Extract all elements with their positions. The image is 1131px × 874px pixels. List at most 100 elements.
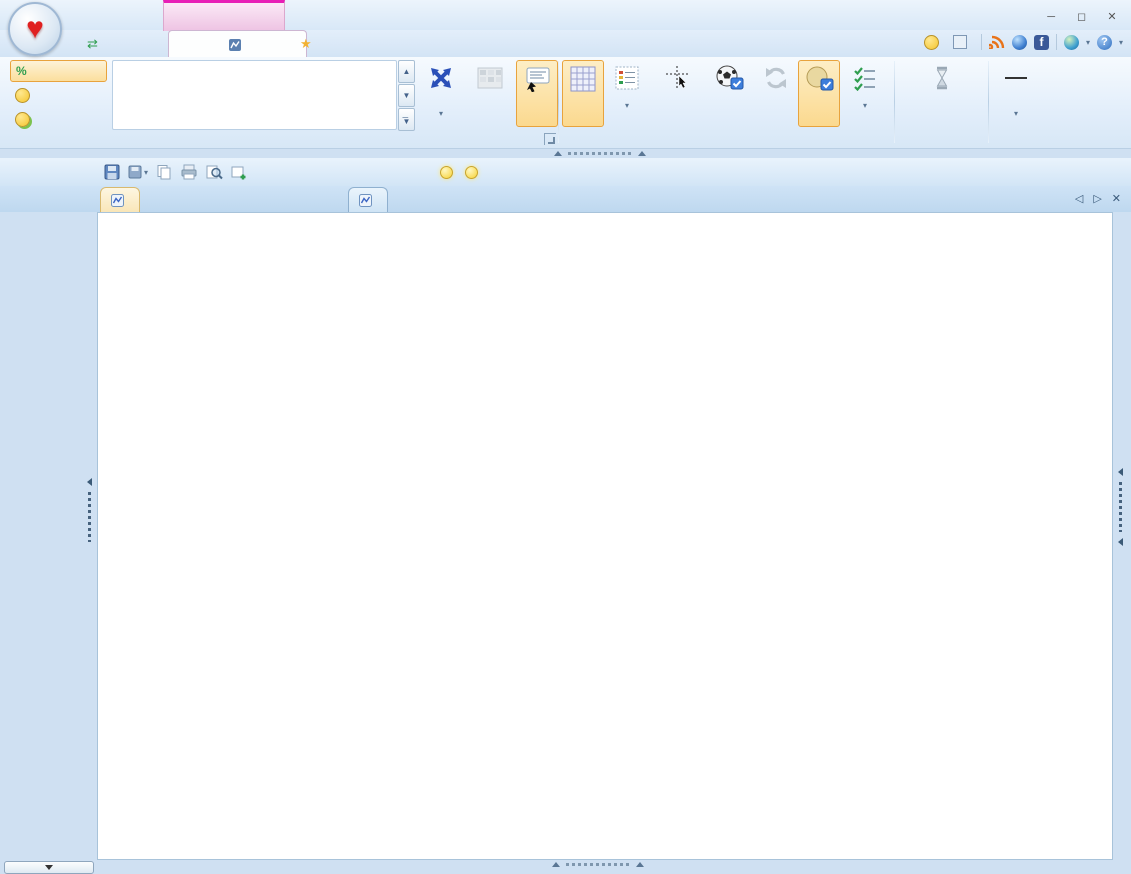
lightbulb-icon: [465, 165, 478, 179]
heart-icon: ♥: [26, 12, 44, 45]
legend-dropdown-arrow: ▾: [624, 101, 629, 110]
printer-icon: [181, 164, 197, 180]
help-icon[interactable]: ?: [1096, 34, 1112, 50]
preview-magnifier-icon: [206, 165, 223, 180]
minimize-button[interactable]: ─: [1047, 11, 1055, 23]
size-dropdown-arrow: ▾: [438, 109, 443, 118]
group-separator: [894, 61, 895, 143]
gallery-scroll-up-button[interactable]: ▲: [398, 60, 415, 83]
scroll-tabs-right-button[interactable]: ▷: [1093, 193, 1102, 205]
simplified-ui-icon: [923, 34, 939, 50]
add-plus-icon: [231, 166, 246, 180]
tab-graph-options[interactable]: [168, 30, 307, 58]
group-separator: [988, 61, 989, 143]
save-as-dropdown-arrow: ▾: [144, 167, 149, 177]
smiley-icon: [15, 87, 30, 103]
facebook-icon[interactable]: f: [1033, 34, 1049, 50]
close-button[interactable]: ✕: [1107, 11, 1117, 23]
tab-navigation[interactable]: ⇄: [75, 31, 115, 56]
show-activities-button[interactable]: [704, 60, 754, 127]
ribbon: % ▲ ▼ ─ ▼ ▾: [0, 57, 1131, 149]
quick-access-right: f ▾ ? ▾: [923, 34, 1123, 50]
copy-icon: [157, 165, 171, 180]
app-logo-button[interactable]: ♥: [8, 2, 62, 56]
navigation-arrows-icon: ⇄: [87, 35, 98, 51]
view-sidebar: [0, 212, 97, 860]
gallery-scroll-down-button[interactable]: ▼: [398, 84, 415, 107]
language-globe-icon[interactable]: [1063, 34, 1079, 50]
emoticon-gallery: [112, 60, 397, 130]
separator: [1055, 34, 1057, 50]
tab-features[interactable]: ★: [288, 31, 329, 56]
grip-arrow-icon: [554, 150, 562, 156]
advanced-dropdown-arrow: ▾: [862, 101, 867, 110]
colorize-values-icon: [477, 63, 503, 93]
web-globe-icon[interactable]: [1011, 34, 1027, 50]
legend-icon: [614, 63, 640, 93]
gallery-scrollbar: ▲ ▼ ─ ▼: [398, 60, 415, 131]
size-button[interactable]: ▾: [418, 60, 464, 127]
save-as-button[interactable]: ▾: [124, 163, 152, 181]
print-preview-button[interactable]: [202, 162, 227, 182]
chronological-order-button[interactable]: [904, 60, 980, 127]
document-toolbar: ▾: [0, 158, 1131, 186]
option-image-only[interactable]: [10, 84, 107, 106]
option-value-only[interactable]: %: [10, 60, 107, 82]
advanced-button[interactable]: ▾: [840, 60, 890, 127]
scroll-tabs-left-button[interactable]: ◁: [1074, 193, 1084, 205]
crosshair-button[interactable]: [650, 60, 704, 127]
value-presentation-dialog-launcher[interactable]: [544, 133, 556, 145]
copy-button[interactable]: [152, 162, 176, 182]
grid-button[interactable]: [562, 60, 604, 127]
left-splitter[interactable]: [87, 478, 92, 542]
marker-line-icon: [1003, 63, 1029, 93]
sidebar-overflow-button[interactable]: [4, 861, 94, 874]
collapse-left-icon: [1118, 538, 1123, 546]
doc-tab-david-victoria[interactable]: [100, 187, 140, 212]
group-separator: [558, 61, 559, 143]
legend-button[interactable]: ▾: [604, 60, 650, 127]
language-dropdown-arrow[interactable]: ▾: [1085, 37, 1090, 47]
hourglass-icon: [929, 63, 955, 93]
collapse-left-icon: [87, 478, 92, 486]
splitter-grip: [1119, 482, 1122, 532]
maximal-view-icon: [952, 35, 967, 49]
gallery-expand-button[interactable]: ─ ▼: [398, 108, 415, 131]
star-icon: ★: [300, 35, 312, 51]
collapse-left-icon: [1118, 468, 1123, 476]
phases-cycle-icon: [763, 63, 789, 93]
separator: [980, 34, 982, 50]
show-phases-button[interactable]: [754, 60, 798, 127]
graph-panel[interactable]: [97, 212, 1113, 860]
floppy-export-icon: [128, 165, 142, 179]
crosshair-icon: [664, 63, 690, 93]
live-tips-button[interactable]: [516, 60, 558, 127]
show-moon-button[interactable]: [798, 60, 840, 127]
grip-arrow-icon: [638, 150, 646, 156]
save-button[interactable]: [100, 162, 124, 182]
print-button[interactable]: [176, 162, 202, 182]
live-tips-icon: [523, 64, 551, 94]
help-dropdown-arrow[interactable]: ▾: [1118, 37, 1123, 47]
marker-dropdown-arrow: ▾: [1013, 109, 1018, 118]
grip-arrow-icon: [636, 862, 644, 867]
add-picture-button[interactable]: [227, 162, 252, 182]
grip-dots: [566, 863, 630, 866]
ribbon-collapse-grip[interactable]: [540, 148, 660, 158]
marker-button[interactable]: ▾: [992, 60, 1040, 127]
doc-tab-john-smith[interactable]: [348, 187, 388, 212]
splitter-grip: [88, 492, 91, 542]
grip-arrow-icon: [552, 862, 560, 867]
bottom-splitter[interactable]: [552, 862, 644, 867]
colorize-values-button[interactable]: [466, 60, 514, 127]
smiley-percent-icon: [15, 111, 30, 127]
contextual-tab-header[interactable]: [163, 0, 285, 31]
option-value-and-image[interactable]: [10, 108, 107, 130]
grip-dots: [568, 151, 632, 155]
grid-icon: [570, 64, 596, 94]
rss-signal-icon[interactable]: [988, 35, 1005, 49]
right-splitter[interactable]: [1118, 468, 1123, 546]
close-tab-button[interactable]: ✕: [1111, 193, 1121, 205]
doc-tab-graph-icon: [359, 193, 372, 207]
restore-button[interactable]: ◻: [1076, 11, 1087, 23]
